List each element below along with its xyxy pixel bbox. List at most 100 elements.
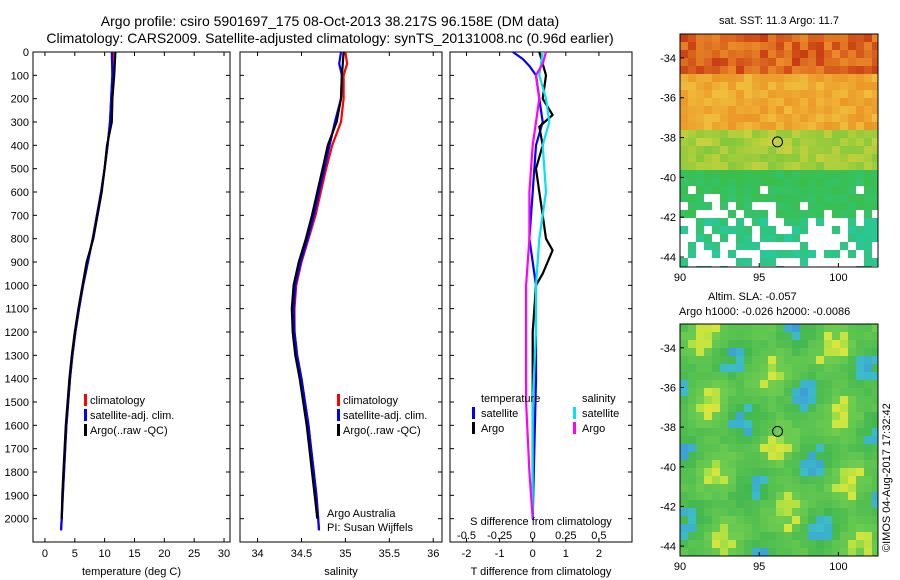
map-cell (800, 492, 808, 500)
map-cell (800, 42, 808, 50)
map-cell (752, 388, 760, 396)
map-cell (832, 90, 840, 98)
map-cell (800, 122, 808, 130)
temperature-panel: 0100200300400500600700800900100011001200… (5, 47, 231, 578)
map-cell (872, 524, 878, 532)
y-tick-label: 1600 (5, 420, 29, 432)
map-cell (720, 186, 728, 194)
map-cell (688, 364, 696, 372)
map-cell (840, 484, 848, 492)
map-cell (728, 524, 736, 532)
map-cell (688, 404, 696, 412)
map-cell (808, 122, 816, 130)
map-cell (704, 468, 712, 476)
map-cell (744, 516, 752, 524)
map-cell (776, 492, 784, 500)
map-cell (824, 114, 832, 122)
map-cell (712, 178, 720, 186)
map-cell (800, 372, 808, 380)
map-cell (784, 194, 792, 202)
map-cell (808, 356, 816, 364)
map-cell (872, 388, 878, 396)
map-cell (784, 484, 792, 492)
map-cell (728, 436, 736, 444)
map-cell (768, 162, 776, 170)
map-cell (832, 66, 840, 74)
map-cell (840, 420, 848, 428)
map-cell (840, 122, 848, 130)
map-cell (848, 444, 856, 452)
map-cell (856, 540, 864, 548)
map-cell (712, 170, 720, 178)
map-cell (776, 138, 784, 146)
map-cell (744, 340, 752, 348)
map-cell (832, 356, 840, 364)
map-cell (840, 364, 848, 372)
map-cell (704, 356, 712, 364)
map-cell (696, 340, 704, 348)
map-cell (872, 460, 878, 468)
map-cell (800, 34, 808, 42)
map-cell (752, 484, 760, 492)
map-cell (808, 444, 816, 452)
map-cell (712, 468, 720, 476)
map-cell (744, 202, 752, 210)
map-cell (688, 42, 696, 50)
map-cell (808, 532, 816, 540)
map-cell (744, 122, 752, 130)
map-cell (784, 146, 792, 154)
map-cell (832, 226, 840, 234)
map-cell (840, 170, 848, 178)
map-cell (824, 50, 832, 58)
y-tick-label: 500 (11, 164, 29, 176)
map-cell (848, 532, 856, 540)
map-cell (848, 356, 856, 364)
map-cell (840, 348, 848, 356)
map-cell (728, 98, 736, 106)
map-cell (728, 58, 736, 66)
map-cell (720, 396, 728, 404)
map-cell (832, 492, 840, 500)
map-cell (744, 82, 752, 90)
map-cell (760, 508, 768, 516)
map-cell (864, 372, 872, 380)
map-cell (736, 404, 744, 412)
map-cell (840, 492, 848, 500)
x-axis-label: T difference from climatology (471, 566, 612, 578)
map-cell (864, 234, 872, 242)
map-cell (704, 50, 712, 58)
map-cell (680, 186, 688, 194)
map-cell (696, 130, 704, 138)
map-cell (800, 484, 808, 492)
map-cell (720, 356, 728, 364)
map-cell (728, 508, 736, 516)
map-cell (800, 396, 808, 404)
map-cell (872, 324, 878, 332)
map-cell (776, 178, 784, 186)
map-cell (824, 364, 832, 372)
map-cell (816, 50, 824, 58)
map-cell (856, 242, 864, 250)
map-cell (752, 34, 760, 42)
map-cell (808, 194, 816, 202)
map-cell (784, 492, 792, 500)
map-cell (696, 332, 704, 340)
map-cell (736, 332, 744, 340)
map-cell (864, 258, 872, 266)
map-cell (728, 186, 736, 194)
map-cell (744, 348, 752, 356)
map-cell (848, 106, 856, 114)
map-cell (872, 194, 878, 202)
map-cell (800, 146, 808, 154)
map-cell (848, 194, 856, 202)
map-cell (752, 218, 760, 226)
map-cell (792, 340, 800, 348)
map-cell (704, 242, 712, 250)
map-cell (680, 226, 688, 234)
map-cell (704, 404, 712, 412)
map-cell (744, 138, 752, 146)
map-cell (832, 162, 840, 170)
map-cell (720, 452, 728, 460)
map-cell (800, 532, 808, 540)
map-cell (872, 234, 878, 242)
